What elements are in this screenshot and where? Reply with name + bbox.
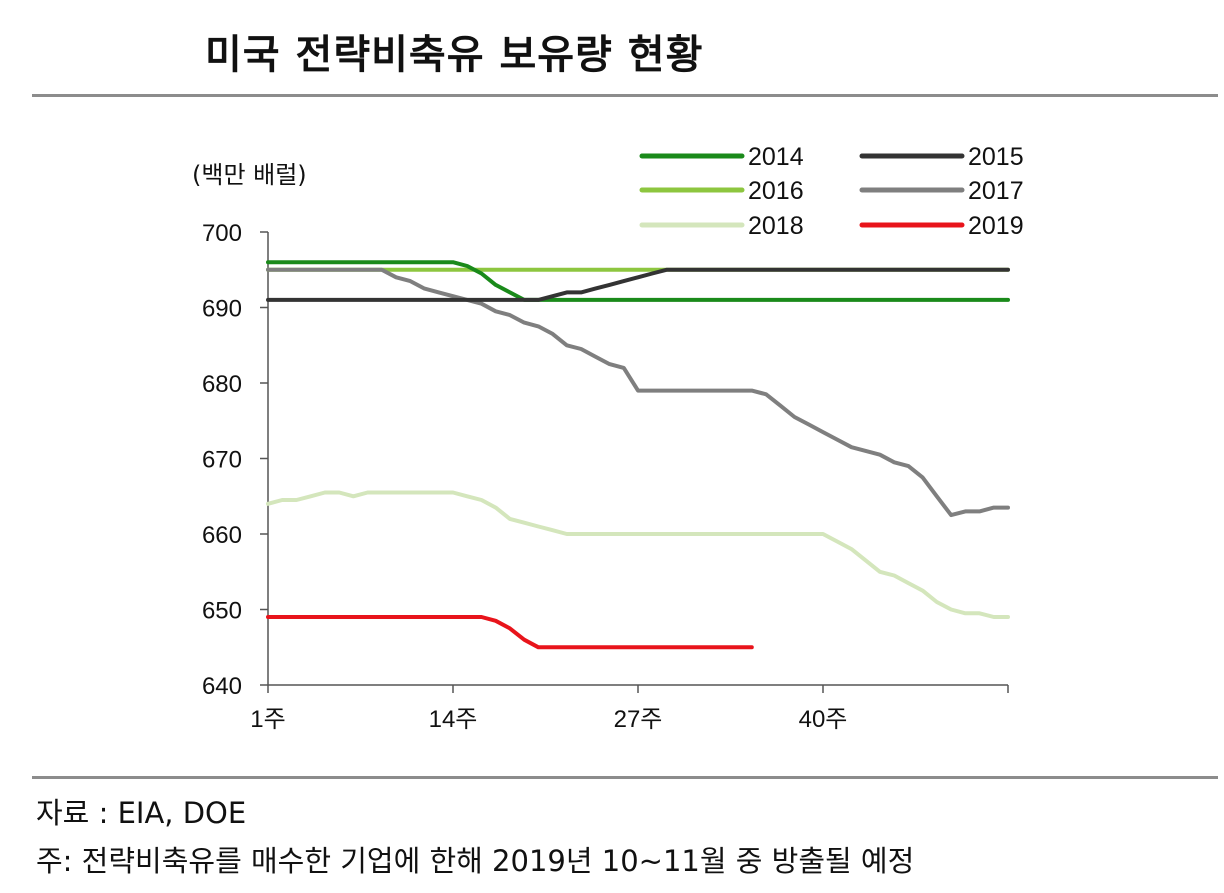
footnote: 주: 전략비축유를 매수한 기업에 한해 2019년 10~11월 중 방출될 … <box>36 844 915 878</box>
x-tick-label: 27주 <box>614 706 663 733</box>
series-line-2018 <box>266 490 1010 619</box>
y-tick-label: 690 <box>202 296 242 323</box>
series-line-2017 <box>266 267 1010 518</box>
legend-label-2014: 2014 <box>748 143 804 171</box>
x-tick-label: 40주 <box>799 706 848 733</box>
chart-legend: 2014 2015 2016 2017 2018 2019 <box>639 143 1024 240</box>
legend-label-2018: 2018 <box>748 212 804 240</box>
bottom-divider <box>32 776 1218 779</box>
y-tick-label: 680 <box>202 371 242 398</box>
chart-axes: 640 650 660 670 680 690 700 1주 14주 27주 40주 <box>202 220 1009 733</box>
series-line-2015 <box>266 267 1010 302</box>
legend-label-2017: 2017 <box>968 177 1024 205</box>
series-line-2014 <box>266 260 1010 302</box>
legend-label-2019: 2019 <box>968 212 1024 240</box>
x-tick-label: 1주 <box>250 706 285 733</box>
legend-label-2015: 2015 <box>968 143 1024 171</box>
y-tick-label: 670 <box>202 447 242 474</box>
series-line-2019 <box>266 615 754 650</box>
top-divider <box>32 94 1218 97</box>
y-tick-label: 660 <box>202 522 242 549</box>
y-tick-label: 700 <box>202 220 242 247</box>
source-note: 자료 : EIA, DOE <box>36 796 247 830</box>
y-tick-label: 640 <box>202 673 242 700</box>
y-axis-unit-label: (백만 배럴) <box>192 161 307 189</box>
y-tick-label: 650 <box>202 598 242 625</box>
legend-label-2016: 2016 <box>748 177 804 205</box>
x-tick-label: 14주 <box>429 706 478 733</box>
page-title: 미국 전략비축유 보유량 현황 <box>205 32 704 78</box>
chart-series <box>266 260 1010 650</box>
